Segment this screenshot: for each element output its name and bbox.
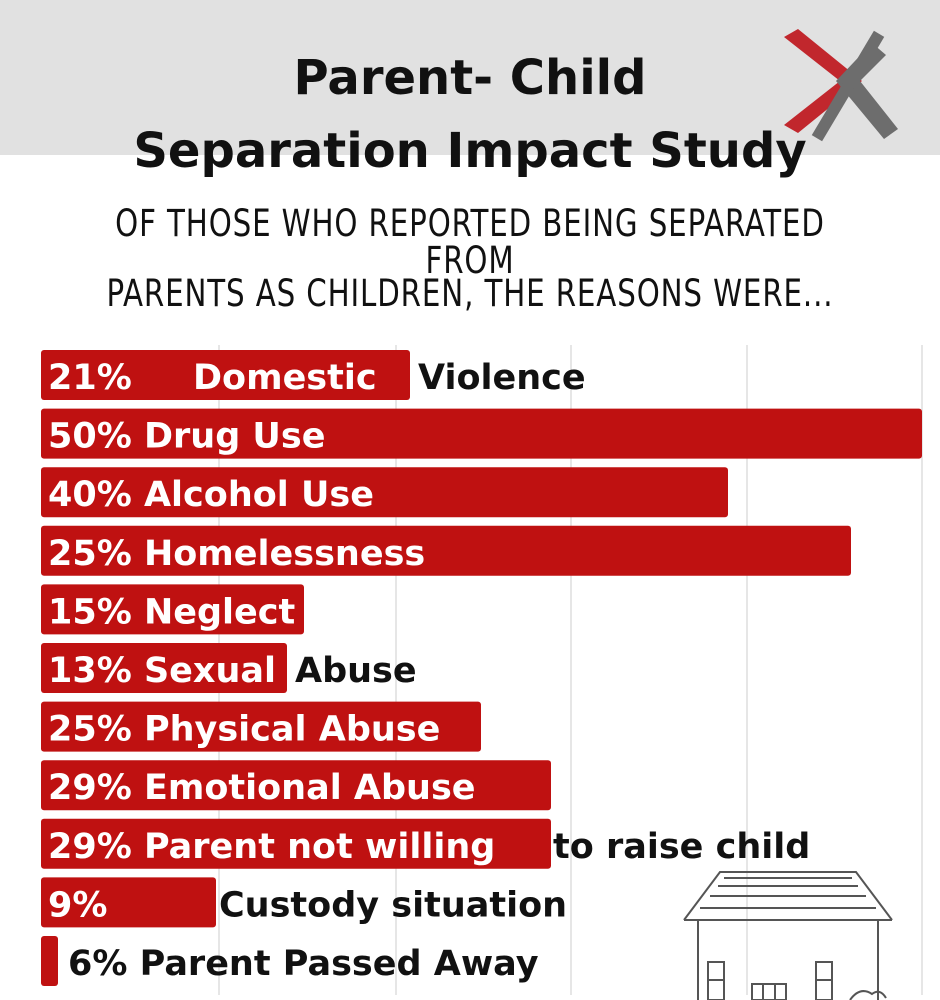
bar-value-label: 29% bbox=[48, 827, 132, 867]
bar-value-label: 50% bbox=[48, 417, 132, 457]
bar bbox=[41, 525, 851, 576]
bar-value-label: 40% bbox=[48, 475, 132, 515]
bar bbox=[41, 584, 304, 635]
bar-value-label: 29% bbox=[48, 768, 132, 808]
bar-category-label: Physical Abuse bbox=[132, 710, 441, 750]
bar bbox=[41, 818, 551, 869]
bar-label: 25% Physical Abuse bbox=[48, 710, 440, 750]
bar-label: 29% Emotional Abuse bbox=[48, 768, 476, 808]
bar bbox=[41, 877, 216, 928]
bar-category-label: Sexual bbox=[132, 651, 276, 691]
bar-category-label-outside: Violence bbox=[418, 358, 586, 398]
bar-category-label: Domestic bbox=[193, 358, 377, 398]
bar-value-label: 21% bbox=[48, 358, 132, 398]
bar-value-label: 6% Parent Passed Away bbox=[68, 944, 539, 984]
bar-category-label: Parent not willing bbox=[132, 827, 496, 867]
bar bbox=[41, 643, 287, 693]
bar bbox=[41, 467, 728, 518]
bar-category-label: Emotional Abuse bbox=[132, 768, 476, 808]
bar-label: 50% Drug Use bbox=[48, 417, 325, 457]
bar-category-label: Drug Use bbox=[132, 417, 326, 457]
bar-value-label: 15% bbox=[48, 592, 132, 632]
house-icon bbox=[683, 871, 893, 1000]
bar-category-label-outside: to raise child bbox=[553, 827, 810, 867]
bar-label: 21% Domestic bbox=[48, 358, 377, 398]
bar-label: 25% Homelessness bbox=[48, 534, 425, 574]
bar-label: 6% Parent Passed Away bbox=[68, 944, 539, 984]
bar-category-label-outside: Custody situation bbox=[219, 885, 567, 925]
bar-category-label-outside: Abuse bbox=[295, 651, 417, 691]
subtitle-line2: PARENTS AS CHILDREN, THE REASONS WERE... bbox=[106, 272, 834, 315]
bar bbox=[41, 701, 481, 752]
x-logo-icon bbox=[784, 29, 898, 142]
subtitle-line1: OF THOSE WHO REPORTED BEING SEPARATED FR… bbox=[115, 202, 825, 282]
bar-label: 40% Alcohol Use bbox=[48, 475, 374, 515]
bar-value-label: 25% bbox=[48, 534, 132, 574]
bar-category-label: Homelessness bbox=[132, 534, 425, 574]
bar-value-label: 9% bbox=[48, 885, 107, 925]
page-title-line2: Separation Impact Study bbox=[133, 123, 807, 179]
bar-category-label: Alcohol Use bbox=[132, 475, 374, 515]
bar-label: 15% Neglect bbox=[48, 592, 295, 632]
bar bbox=[41, 760, 551, 811]
bar bbox=[41, 350, 410, 400]
bar-label: 13% Sexual bbox=[48, 651, 276, 691]
bar-value-label: 13% bbox=[48, 651, 132, 691]
page-title-line1: Parent- Child bbox=[293, 50, 647, 106]
bar bbox=[41, 408, 922, 459]
bar-label: 9% bbox=[48, 885, 107, 925]
bar-label: 29% Parent not willing bbox=[48, 827, 495, 867]
bar-category-label: Neglect bbox=[132, 592, 295, 632]
bar bbox=[41, 936, 58, 986]
header-band bbox=[0, 0, 940, 155]
bar-value-label: 25% bbox=[48, 710, 132, 750]
